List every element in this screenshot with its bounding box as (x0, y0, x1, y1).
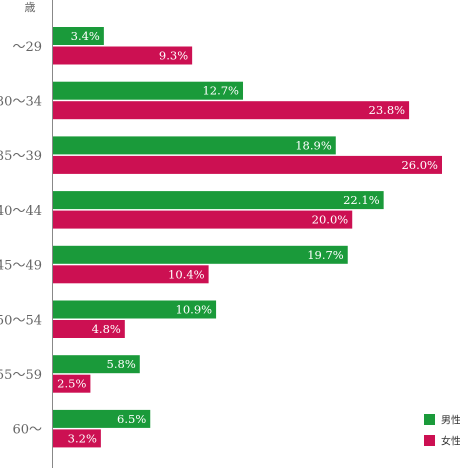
bar-value-label-male: 18.9% (295, 138, 332, 152)
bar-value-label-female: 23.8% (369, 103, 406, 117)
bar-value-label-male: 3.4% (71, 29, 100, 43)
bar-value-label-male: 22.1% (343, 193, 380, 207)
bar-female (53, 265, 209, 284)
bar-male (53, 27, 104, 45)
category-label: 60～ (12, 423, 42, 438)
legend-swatch-female (424, 435, 435, 446)
category-label: 35～39 (0, 149, 42, 164)
bar-value-label-male: 12.7% (202, 84, 239, 98)
legend-label-female: 女性 (441, 435, 460, 448)
bar-male (53, 355, 140, 374)
bar-value-label-male: 10.9% (176, 303, 213, 317)
bar-value-label-female: 10.4% (168, 267, 205, 281)
bar-value-label-male: 5.8% (107, 357, 136, 371)
category-label: 30～34 (0, 94, 42, 109)
bar-value-label-female: 26.0% (401, 158, 438, 172)
bar-value-label-female: 3.2% (68, 431, 97, 445)
bar-female (53, 429, 101, 448)
bar-male (53, 191, 384, 210)
category-label: ～29 (12, 40, 42, 55)
bar-value-label-male: 19.7% (307, 248, 344, 262)
bar-value-label-male: 6.5% (117, 412, 146, 426)
bar-female (53, 46, 193, 65)
bar-female (53, 374, 91, 393)
bar-male (53, 136, 336, 155)
category-label: 55～59 (0, 368, 42, 383)
category-label: 40～44 (0, 204, 42, 219)
category-label: 45～49 (0, 259, 42, 274)
bar-male (53, 245, 348, 264)
bar-value-label-female: 2.5% (57, 377, 86, 391)
bar-value-label-female: 9.3% (159, 49, 188, 63)
legend: 男性 女性 (424, 414, 460, 448)
bar-female (53, 320, 125, 338)
bar-female (53, 101, 410, 120)
bar-female (53, 155, 442, 174)
bar-male (53, 81, 244, 100)
y-axis-label: 歳 (25, 1, 36, 14)
bar-male (53, 409, 151, 428)
bar-value-label-female: 20.0% (312, 213, 349, 227)
legend-label-male: 男性 (441, 414, 460, 427)
bar-male (53, 300, 217, 319)
bars-group: 3.4% 9.3% 12.7% 23.8% 18.9% 26.0% 22.1% 20.0% 19… (53, 27, 442, 448)
category-label: 50～54 (0, 313, 42, 328)
bar-female (53, 210, 353, 229)
bar-value-label-female: 4.8% (92, 322, 121, 336)
legend-swatch-male (424, 414, 435, 425)
